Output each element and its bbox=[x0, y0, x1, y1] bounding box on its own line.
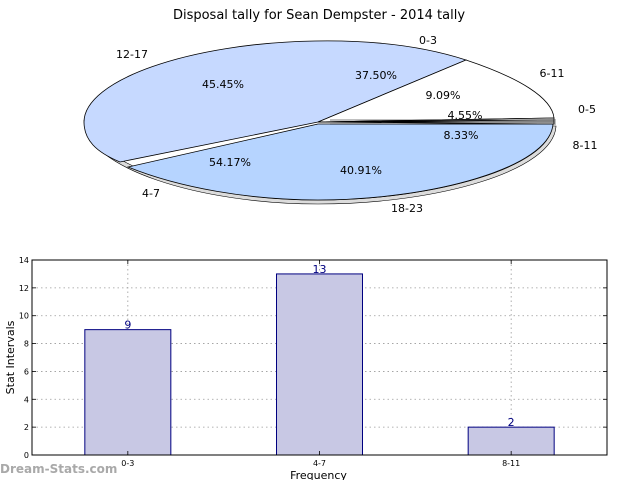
watermark: Dream-Stats.com bbox=[0, 462, 118, 476]
pie-outer-label: 4-7 bbox=[142, 187, 160, 200]
y-tick-label: 10 bbox=[19, 312, 29, 321]
x-tick-label: 0-3 bbox=[121, 459, 134, 468]
y-tick-label: 14 bbox=[19, 256, 29, 265]
pie-pct-label: 40.91% bbox=[340, 164, 382, 177]
pie-pct-label: 37.50% bbox=[355, 69, 397, 82]
bar-8-11 bbox=[467, 426, 555, 456]
pie-outer-label: 8-11 bbox=[573, 139, 598, 152]
plot-frame bbox=[31, 259, 608, 456]
x-axis-label: Frequency bbox=[290, 469, 347, 480]
pie-outer-label: 12-17 bbox=[116, 48, 148, 61]
y-tick-label: 8 bbox=[24, 340, 29, 349]
pie-pct-label: 4.55% bbox=[448, 109, 483, 122]
pie-pct-label: 9.09% bbox=[426, 89, 461, 102]
pie-outer-label: 6-11 bbox=[540, 67, 565, 80]
pie-outer-label: 18-23 bbox=[391, 202, 423, 215]
pie-pct-label: 54.17% bbox=[209, 156, 251, 169]
y-tick-label: 4 bbox=[24, 395, 29, 404]
bar-0-3 bbox=[84, 329, 172, 456]
wedge-0-3 bbox=[317, 59, 555, 123]
y-tick-label: 6 bbox=[24, 367, 29, 376]
bar-chart: 9 0-3 13 4-7 2 8-11 0 2 4 6 8 10 12 14 Frequency Stat I… bbox=[4, 256, 608, 480]
x-tick-label: 4-7 bbox=[313, 459, 326, 468]
y-tick-label: 2 bbox=[24, 423, 29, 432]
x-tick-label: 8-11 bbox=[502, 459, 520, 468]
pie-outer-label: 0-5 bbox=[578, 103, 596, 116]
bar-value-label: 9 bbox=[124, 319, 131, 332]
bar-4-7 bbox=[276, 273, 363, 456]
bar-value-label: 13 bbox=[313, 263, 327, 276]
pie-chart: Disposal tally for Sean Dempster - 2014 … bbox=[83, 8, 598, 215]
y-tick-label: 0 bbox=[24, 451, 29, 460]
wedge-12-17 bbox=[83, 40, 468, 163]
pie-pct-label: 45.45% bbox=[202, 78, 244, 91]
pie-pct-label: 8.33% bbox=[444, 129, 479, 142]
bar-value-label: 2 bbox=[508, 416, 515, 429]
wedge-4-7 bbox=[126, 123, 554, 201]
pie-outer-label: 0-3 bbox=[419, 34, 437, 47]
chart-title: Disposal tally for Sean Dempster - 2014 … bbox=[173, 8, 465, 23]
y-tick-label: 12 bbox=[19, 284, 29, 293]
y-axis-label: Stat Intervals bbox=[4, 320, 17, 394]
